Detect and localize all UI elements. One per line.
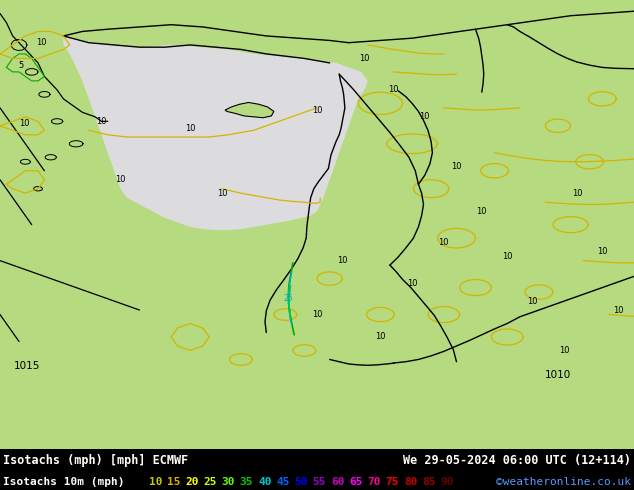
Text: 85: 85: [422, 477, 436, 487]
Text: 10: 10: [185, 123, 195, 133]
Text: 80: 80: [404, 477, 417, 487]
Text: 55: 55: [313, 477, 326, 487]
Text: 10: 10: [388, 85, 398, 95]
Text: Isotachs 10m (mph): Isotachs 10m (mph): [3, 477, 125, 487]
Text: 10: 10: [451, 162, 462, 171]
Text: 70: 70: [367, 477, 381, 487]
Text: 15: 15: [167, 477, 180, 487]
Text: 10: 10: [439, 238, 449, 247]
Text: 10: 10: [217, 189, 227, 197]
Text: 45: 45: [276, 477, 290, 487]
Text: 1010: 1010: [545, 370, 571, 380]
Text: 10: 10: [502, 252, 512, 261]
Text: 10: 10: [613, 306, 623, 315]
Polygon shape: [63, 36, 368, 230]
Text: Isotachs (mph) [mph] ECMWF: Isotachs (mph) [mph] ECMWF: [3, 454, 188, 467]
Text: ©weatheronline.co.uk: ©weatheronline.co.uk: [496, 477, 631, 487]
Polygon shape: [225, 102, 274, 118]
Text: 10: 10: [527, 296, 538, 306]
Text: 10: 10: [559, 346, 569, 355]
Text: 10: 10: [359, 54, 370, 63]
Text: 10: 10: [407, 279, 417, 288]
Text: 10: 10: [115, 175, 126, 184]
Text: 65: 65: [349, 477, 363, 487]
Text: 10: 10: [148, 477, 162, 487]
Text: 35: 35: [240, 477, 253, 487]
Text: 10: 10: [477, 207, 487, 216]
Text: 10: 10: [420, 112, 430, 122]
Text: 60: 60: [331, 477, 344, 487]
Text: 10: 10: [36, 38, 46, 47]
Text: 1015: 1015: [13, 361, 40, 371]
Text: 50: 50: [294, 477, 308, 487]
Text: 25: 25: [204, 477, 217, 487]
Text: 40: 40: [258, 477, 271, 487]
Text: 10: 10: [375, 333, 385, 342]
Text: 20: 20: [185, 477, 198, 487]
Text: 10: 10: [312, 105, 322, 115]
Text: 10: 10: [96, 117, 107, 126]
Text: 10: 10: [312, 310, 322, 319]
Text: 10: 10: [572, 189, 582, 197]
Text: 30: 30: [221, 477, 235, 487]
Text: 25: 25: [283, 294, 294, 303]
Text: 10: 10: [337, 256, 347, 265]
Text: 5: 5: [18, 61, 23, 70]
Text: 75: 75: [385, 477, 399, 487]
Text: We 29-05-2024 06:00 UTC (12+114): We 29-05-2024 06:00 UTC (12+114): [403, 454, 631, 467]
Text: 10: 10: [597, 247, 607, 256]
Text: 90: 90: [440, 477, 454, 487]
Text: 10: 10: [19, 119, 29, 128]
